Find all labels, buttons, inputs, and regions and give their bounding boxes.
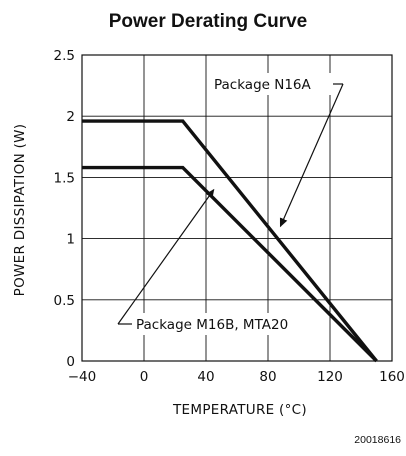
x-tick-label: 80 bbox=[259, 369, 276, 385]
series-lines bbox=[82, 119, 378, 363]
arrow-m16b bbox=[117, 188, 215, 325]
x-tick-label: 40 bbox=[197, 369, 214, 385]
y-tick-label: 1 bbox=[66, 232, 75, 248]
series-line-2 bbox=[82, 165, 378, 363]
figure-code: 20018616 bbox=[354, 434, 401, 446]
x-tick-label: 120 bbox=[317, 369, 343, 385]
x-tick-label: −40 bbox=[68, 369, 97, 385]
y-axis-label: POWER DISSIPATION (W) bbox=[12, 124, 28, 297]
arrow-n16a bbox=[279, 83, 344, 228]
y-tick-label: 2 bbox=[66, 109, 75, 125]
annotation-m16b: Package M16B, MTA20 bbox=[136, 317, 288, 333]
series-line-1 bbox=[82, 119, 378, 363]
y-tick-labels: 0 0.5 1 1.5 2 2.5 bbox=[54, 48, 75, 370]
x-axis-label: TEMPERATURE (°C) bbox=[172, 402, 307, 418]
y-tick-label: 2.5 bbox=[54, 48, 75, 64]
y-tick-label: 1.5 bbox=[54, 170, 75, 186]
plot-frame bbox=[81, 54, 393, 362]
x-tick-labels: −40 0 40 80 120 160 bbox=[68, 369, 405, 385]
y-tick-label: 0 bbox=[66, 354, 75, 370]
annotation-n16a: Package N16A bbox=[214, 77, 312, 93]
chart-title: Power Derating Curve bbox=[109, 11, 308, 32]
y-tick-label: 0.5 bbox=[54, 293, 75, 309]
annotation-arrows bbox=[117, 83, 344, 325]
x-tick-label: 0 bbox=[140, 369, 149, 385]
annotation-n16a-background bbox=[207, 73, 331, 95]
x-tick-label: 160 bbox=[379, 369, 405, 385]
annotation-m16b-background bbox=[128, 313, 302, 335]
